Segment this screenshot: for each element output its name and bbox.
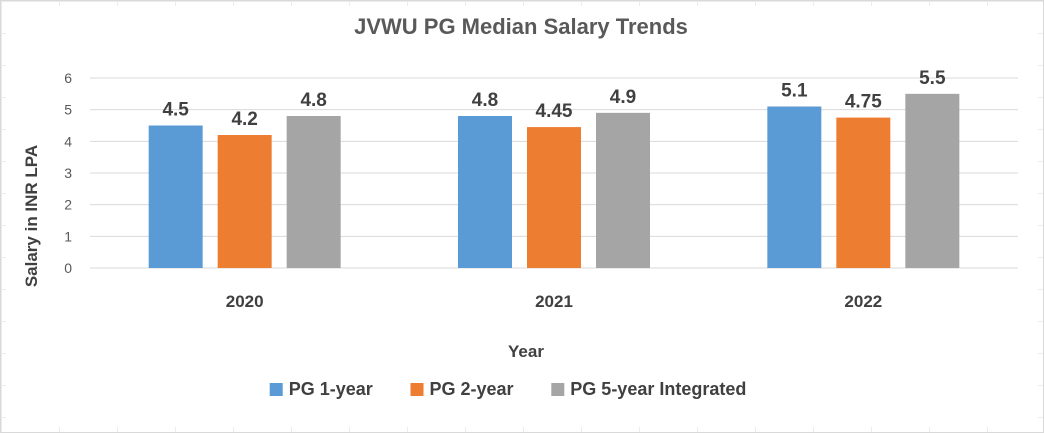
x-tick-label: 2021 [535,292,573,311]
x-tick-label: 2020 [226,292,264,311]
bar [458,116,512,268]
data-label: 5.5 [919,68,946,89]
y-tick-label: 3 [64,165,72,181]
y-axis-title: Salary in INR LPA [22,145,41,287]
y-tick-label: 5 [64,102,72,118]
bar [596,112,650,268]
bar [767,106,822,268]
data-label: 4.75 [845,92,882,113]
y-tick-label: 4 [64,133,72,149]
chart-title: JVWU PG Median Salary Trends [354,14,688,39]
legend-swatch [269,383,283,396]
data-label: 5.1 [781,81,808,102]
data-label: 4.45 [536,101,573,122]
y-tick-label: 2 [64,197,72,213]
legend-swatch [410,383,424,396]
chart-area[interactable]: JVWU PG Median Salary Trends Salary in I… [6,6,1038,427]
x-axis-title: Year [508,342,544,361]
bar [527,127,581,268]
bar [905,93,960,268]
data-label: 4.2 [231,109,257,130]
legend-swatch [551,383,565,396]
bar [836,117,891,268]
data-label: 4.5 [162,100,189,121]
bar-chart: JVWU PG Median Salary Trends Salary in I… [22,14,1018,399]
y-tick-label: 1 [64,228,72,244]
y-tick-label: 0 [64,260,72,276]
data-label: 4.8 [472,90,498,111]
data-label: 4.8 [300,90,326,111]
x-tick-label: 2022 [844,292,882,311]
data-label: 4.9 [610,87,636,108]
bar [286,116,341,268]
y-tick-label: 6 [64,70,72,86]
legend-label: PG 2-year [430,379,514,399]
bar [217,135,272,268]
bar [148,125,203,268]
legend-label: PG 1-year [289,379,373,399]
legend-label: PG 5-year Integrated [570,379,746,399]
